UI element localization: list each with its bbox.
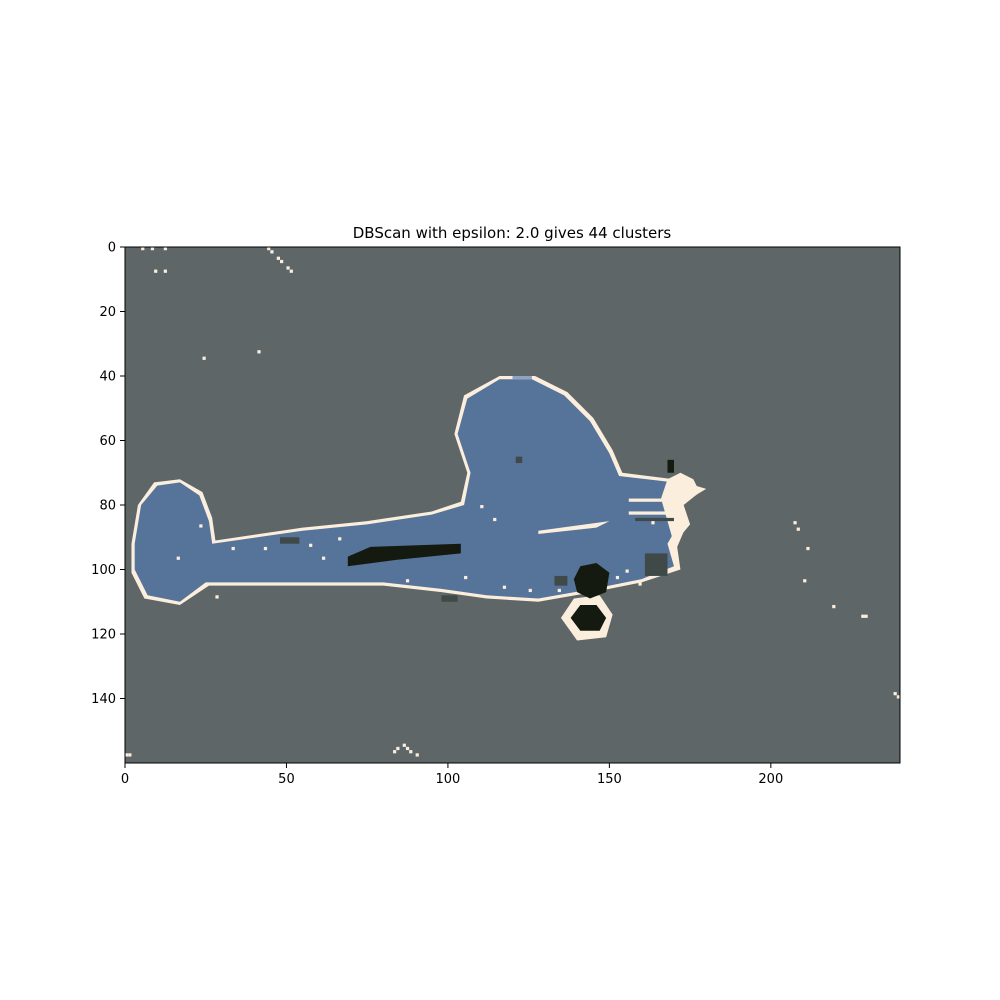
noise-speck <box>464 575 468 580</box>
gray-cluster-stripe <box>635 517 674 522</box>
noise-speck <box>493 517 497 522</box>
gray-cluster-engine <box>644 553 668 576</box>
edge-cluster-propeller <box>661 472 700 544</box>
x-axis: 0 50 100 150 200 <box>121 763 783 787</box>
noise-speck <box>861 614 865 618</box>
noise-speck <box>615 575 620 580</box>
x-tick-label: 150 <box>597 772 622 787</box>
noise-speck <box>289 269 293 273</box>
gray-cluster-speck <box>515 456 523 464</box>
noise-speck <box>832 604 836 609</box>
edge-cluster-stripe <box>628 498 674 502</box>
noise-speck <box>286 266 290 270</box>
noise-speck <box>396 746 400 751</box>
noise-speck <box>257 350 261 354</box>
gray-cluster-speck <box>280 537 300 544</box>
noise-speck <box>163 269 167 273</box>
noise-speck <box>176 556 180 560</box>
noise-speck <box>270 250 274 254</box>
noise-speck <box>625 569 629 573</box>
gray-cluster-patch <box>554 575 568 586</box>
noise-speck <box>409 750 413 754</box>
noise-speck <box>128 753 132 757</box>
noise-speck <box>796 527 800 531</box>
noise-specks <box>125 247 900 757</box>
dark-cluster-wheel-upper <box>573 563 610 599</box>
noise-speck <box>638 582 642 586</box>
noise-speck <box>528 588 532 593</box>
y-tick-label: 80 <box>99 499 116 514</box>
gray-cluster-speck <box>441 595 458 602</box>
noise-speck <box>215 595 219 599</box>
plot-area <box>125 247 900 763</box>
x-tick-label: 0 <box>121 772 129 787</box>
cluster-regions <box>131 376 707 641</box>
noise-speck <box>793 521 797 525</box>
noise-speck <box>263 546 268 551</box>
y-tick-label: 40 <box>99 370 116 385</box>
noise-speck <box>338 537 342 541</box>
noise-speck <box>280 259 284 264</box>
noise-speck <box>480 505 484 509</box>
y-axis: 0 20 40 60 80 100 120 140 <box>91 241 125 707</box>
noise-speck <box>502 585 507 589</box>
noise-speck <box>309 543 313 547</box>
dark-cluster-propeller-tip <box>667 459 674 473</box>
x-tick-label: 200 <box>758 772 783 787</box>
chart-title: DBScan with epsilon: 2.0 gives 44 cluste… <box>353 224 672 242</box>
noise-speck <box>199 524 203 528</box>
y-tick-label: 20 <box>99 305 116 320</box>
noise-speck <box>405 746 410 751</box>
noise-speck <box>267 247 271 251</box>
noise-speck <box>651 521 655 525</box>
noise-speck <box>415 753 419 757</box>
noise-speck <box>154 269 158 273</box>
body-cluster <box>134 379 694 602</box>
x-tick-label: 50 <box>278 772 295 787</box>
y-tick-label: 60 <box>99 434 116 449</box>
noise-speck <box>557 588 561 593</box>
dark-cluster-barrel <box>347 543 461 567</box>
noise-speck <box>405 579 410 583</box>
x-tick-label: 100 <box>436 772 461 787</box>
dark-cluster-wheel-lower <box>570 604 607 631</box>
noise-speck <box>276 256 280 260</box>
noise-speck <box>202 356 206 360</box>
noise-speck <box>393 750 397 754</box>
noise-speck <box>806 546 810 551</box>
noise-speck <box>141 247 145 251</box>
y-tick-label: 100 <box>91 563 116 578</box>
noise-speck <box>864 614 868 618</box>
noise-speck <box>163 247 167 251</box>
y-tick-label: 140 <box>91 692 116 707</box>
noise-speck <box>321 556 326 560</box>
noise-speck <box>231 546 235 551</box>
noise-speck <box>125 753 129 757</box>
noise-speck <box>150 247 155 251</box>
edge-cluster-stripe <box>628 511 674 515</box>
edge-cluster-wing-line <box>538 521 610 535</box>
y-tick-label: 0 <box>108 241 116 256</box>
noise-speck <box>896 695 900 699</box>
light-blue-cluster <box>512 376 532 380</box>
noise-speck <box>893 692 897 696</box>
y-tick-label: 120 <box>91 628 116 643</box>
noise-speck <box>803 579 807 583</box>
noise-speck <box>402 743 406 747</box>
